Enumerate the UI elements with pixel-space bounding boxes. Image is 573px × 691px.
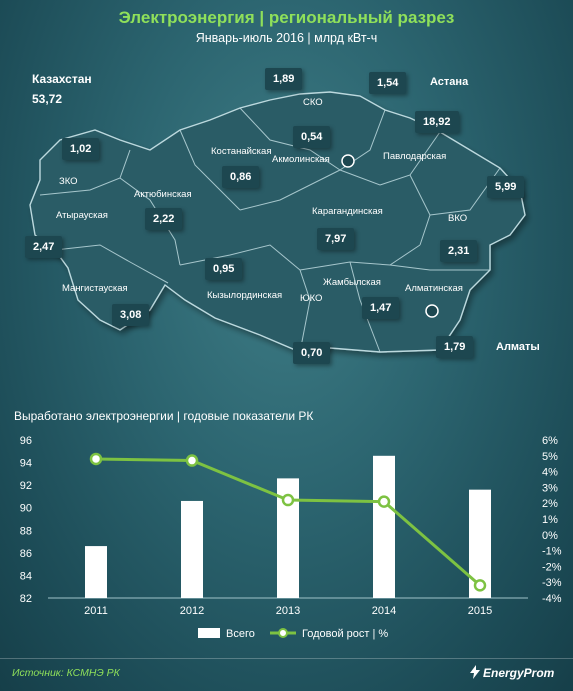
x-tick-label: 2015 — [468, 605, 492, 617]
y-left-tick-label: 94 — [20, 458, 32, 470]
growth-point-2014 — [377, 495, 391, 508]
source-note: Источник: КСМНЭ РК — [12, 667, 120, 679]
y-right-tick-label: -4% — [542, 593, 562, 605]
region-value-kostanay: 0,86 — [222, 166, 260, 188]
region-name-sko: СКО — [303, 97, 323, 108]
region-name-kostanay: Костанайская — [211, 146, 272, 157]
growth-point-2015 — [473, 579, 487, 592]
legend-label-growth: Годовой рост | % — [302, 628, 388, 640]
region-name-vko: ВКО — [448, 213, 468, 224]
y-right-tick-label: 0% — [542, 530, 558, 542]
region-value-karaganda: 7,97 — [317, 228, 355, 250]
bar-total-2012 — [181, 500, 203, 598]
legend-bar-swatch — [198, 628, 220, 638]
y-right-tick-label: -3% — [542, 577, 562, 589]
y-axis-right: -4% -3% -2% -1% 0% 1% 2% 3% 4% 5% 6% — [542, 435, 562, 605]
kazakhstan-map — [29, 91, 526, 353]
region-name-yuko: ЮКО — [300, 293, 323, 304]
city-name-astana: Астана — [430, 76, 469, 88]
y-left-tick-label: 96 — [20, 435, 32, 447]
region-value-almaty-region: 2,31 — [440, 240, 478, 262]
region-name-almaty-region: Алматинская — [405, 283, 463, 294]
x-tick-label: 2013 — [276, 605, 300, 617]
region-value-sko: 1,89 — [265, 68, 303, 90]
y-right-tick-label: -1% — [542, 546, 562, 558]
region-value-yuko: 0,70 — [293, 342, 331, 364]
bar-total-2014 — [373, 455, 395, 598]
bar-total-2013 — [277, 478, 299, 598]
x-tick-label: 2014 — [372, 605, 396, 617]
x-tick-label: 2011 — [84, 605, 108, 617]
growth-point-2012 — [185, 454, 199, 467]
bar-total-2011 — [85, 546, 107, 598]
bar-total-2015 — [469, 489, 491, 598]
energyprom-logo-icon — [470, 665, 480, 679]
chart-title: Выработано электроэнергии | годовые пока… — [14, 409, 314, 423]
y-right-tick-label: 1% — [542, 514, 558, 526]
growth-point-2011 — [89, 452, 103, 466]
region-name-mangistau: Мангистауская — [62, 283, 128, 294]
y-right-tick-label: 3% — [542, 482, 558, 494]
region-value-vko: 5,99 — [487, 176, 525, 198]
y-left-tick-label: 92 — [20, 480, 32, 492]
legend-point-swatch — [278, 628, 288, 638]
city-value-astana: 1,54 — [369, 72, 407, 94]
chart-legend: Всего Годовой рост | % — [198, 628, 388, 640]
region-value-mangistau: 3,08 — [112, 304, 150, 326]
production-chart: 82 84 86 88 90 92 94 96 -4% -3% -2% -1% 0% 1% 2% 3% 4% 5… — [20, 435, 562, 640]
region-name-zko: ЗКО — [59, 176, 78, 187]
y-left-tick-label: 88 — [20, 525, 32, 537]
x-axis-labels: 2011 2012 2013 2014 2015 — [84, 605, 492, 617]
y-right-tick-label: 2% — [542, 498, 558, 510]
region-value-zhambyl: 1,47 — [362, 297, 400, 319]
city-name-almaty: Алматы — [496, 341, 540, 353]
brand-name: EnergyProm — [483, 666, 555, 680]
region-name-aktobe: Актюбинская — [134, 189, 192, 200]
y-right-tick-label: 5% — [542, 451, 558, 463]
region-value-kyzylorda: 0,95 — [205, 258, 243, 280]
country-value: 53,72 — [32, 92, 63, 106]
y-axis-left: 82 84 86 88 90 92 94 96 — [20, 435, 32, 605]
legend-label-total: Всего — [226, 628, 255, 640]
y-left-tick-label: 84 — [20, 570, 32, 582]
region-name-akmola: Акмолинская — [272, 154, 330, 165]
x-tick-label: 2012 — [180, 605, 204, 617]
y-right-tick-label: -2% — [542, 561, 562, 573]
region-name-kyzylorda: Кызылординская — [207, 290, 283, 301]
y-right-tick-label: 6% — [542, 435, 558, 447]
y-left-tick-label: 90 — [20, 503, 32, 515]
almaty-marker — [425, 304, 439, 318]
region-name-karaganda: Карагандинская — [312, 206, 383, 217]
region-value-aktobe: 2,22 — [145, 208, 183, 230]
region-value-atyrau: 2,47 — [25, 236, 63, 258]
region-value-akmola: 0,54 — [293, 126, 331, 148]
footer-divider — [0, 658, 573, 659]
growth-line-series — [89, 452, 487, 592]
country-outline — [29, 91, 526, 353]
y-right-tick-label: 4% — [542, 467, 558, 479]
page-title: Электроэнергия | региональный разрез — [118, 8, 455, 27]
region-name-zhambyl: Жамбылская — [323, 277, 381, 288]
region-value-zko: 1,02 — [62, 138, 100, 160]
y-left-tick-label: 82 — [20, 593, 32, 605]
y-left-tick-label: 86 — [20, 548, 32, 560]
country-name: Казахстан — [32, 72, 92, 86]
region-value-pavlodar: 18,92 — [415, 111, 459, 133]
page-subtitle: Январь-июль 2016 | млрд кВт-ч — [195, 31, 378, 45]
region-name-pavlodar: Павлодарская — [383, 151, 447, 162]
region-name-atyrau: Атырауская — [56, 210, 108, 221]
city-value-almaty: 1,79 — [436, 336, 474, 358]
growth-point-2013 — [281, 493, 295, 507]
astana-marker — [341, 154, 355, 168]
bars-series — [85, 455, 491, 598]
